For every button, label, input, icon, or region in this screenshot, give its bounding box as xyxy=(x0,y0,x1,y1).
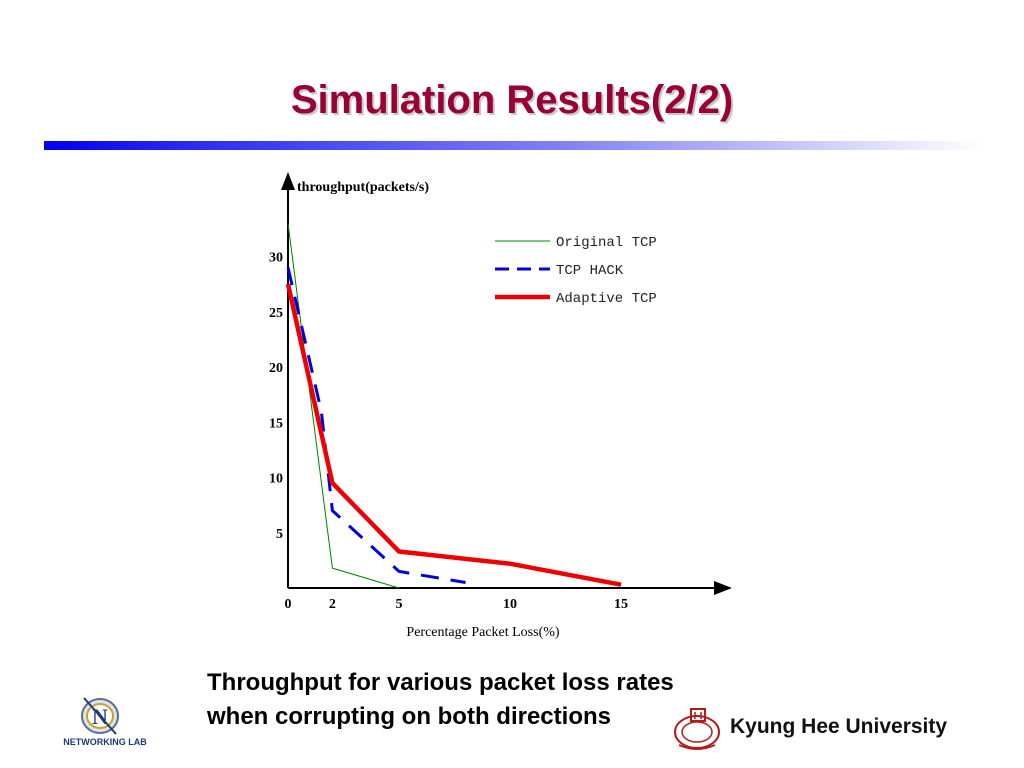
title-underline-bar xyxy=(44,141,984,150)
caption-line-1: Throughput for various packet loss rates xyxy=(207,669,674,696)
chart-legend: Original TCP TCP HACK Adaptive TCP xyxy=(495,235,657,307)
legend-label: Adaptive TCP xyxy=(556,291,657,307)
y-tick-label: 15 xyxy=(269,416,283,431)
series-line xyxy=(287,223,400,589)
y-tick-labels: 5 10 15 20 25 30 xyxy=(269,251,283,542)
y-tick-label: 10 xyxy=(269,472,283,487)
y-tick-label: 5 xyxy=(276,527,283,542)
y-tick-label: 25 xyxy=(269,306,283,321)
logo-text: NETWORKING LAB xyxy=(63,737,147,747)
y-axis-label: throughput(packets/s) xyxy=(297,180,429,195)
university-branding: Kyung Hee University xyxy=(671,705,981,755)
caption-line-2: when corrupting on both directions xyxy=(207,703,611,730)
x-tick-label: 5 xyxy=(396,597,403,612)
y-tick-label: 30 xyxy=(269,251,283,266)
x-tick-label: 0 xyxy=(285,597,292,612)
networking-lab-emblem-icon: N xyxy=(81,697,119,735)
x-tick-label: 15 xyxy=(614,597,628,612)
university-seal-icon xyxy=(674,708,720,750)
series-lines xyxy=(285,223,622,589)
slide-title: Simulation Results(2/2) xyxy=(290,78,734,122)
legend-label: TCP HACK xyxy=(556,263,624,279)
x-tick-labels: 0 2 5 10 15 xyxy=(285,597,629,612)
networking-lab-logo: N NETWORKING LAB xyxy=(50,694,160,754)
chart-caption: Throughput for various packet loss rates… xyxy=(207,666,767,734)
x-tick-label: 2 xyxy=(329,597,336,612)
series-line xyxy=(285,283,622,587)
y-tick-label: 20 xyxy=(269,361,283,376)
legend-label: Original TCP xyxy=(556,235,657,251)
university-name: Kyung Hee University xyxy=(730,715,948,738)
chart-axes xyxy=(281,172,732,595)
x-axis-label: Percentage Packet Loss(%) xyxy=(406,625,559,640)
y-axis-arrow xyxy=(281,172,295,190)
x-tick-label: 10 xyxy=(503,597,517,612)
x-axis-arrow xyxy=(714,581,732,595)
series-line xyxy=(286,267,466,584)
